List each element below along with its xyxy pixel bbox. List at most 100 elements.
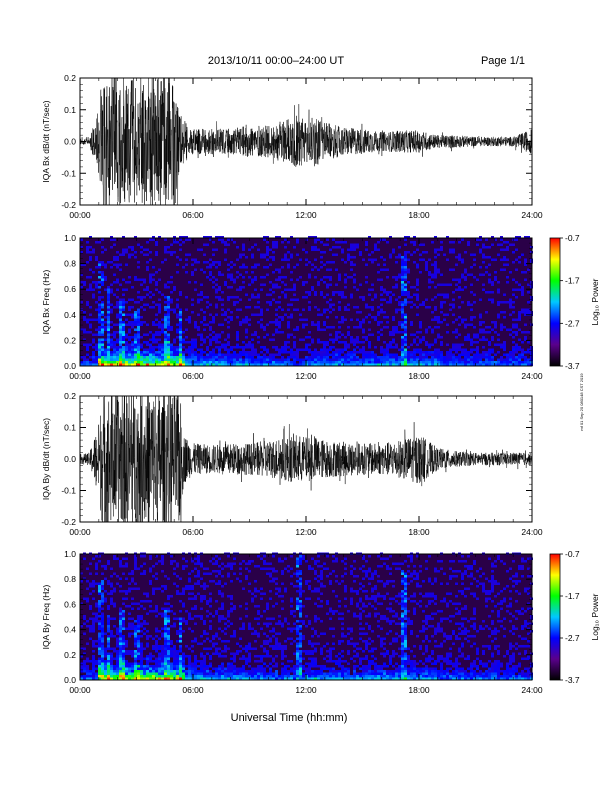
spectrogram-cell	[470, 363, 473, 366]
spectrogram-cell	[284, 590, 287, 593]
spectrogram-cell	[287, 665, 290, 668]
spectrogram-cell	[188, 585, 191, 588]
spectrogram-cell	[116, 627, 119, 630]
spectrogram-cell	[98, 296, 101, 299]
spectrogram-cell	[506, 361, 509, 364]
spectrogram-cell	[128, 298, 131, 301]
spectrogram-cell	[272, 630, 275, 633]
spectrogram-cell	[272, 660, 275, 663]
spectrogram-cell	[377, 356, 380, 359]
spectrogram-cell	[191, 587, 194, 590]
spectrogram-cell	[389, 253, 392, 256]
spectrogram-cell	[524, 236, 527, 239]
spectrogram-cell	[419, 303, 422, 306]
spectrogram-cell	[179, 617, 182, 620]
spectrogram-cell	[218, 346, 221, 349]
spectrogram-cell	[485, 363, 488, 366]
spectrogram-cell	[332, 246, 335, 249]
spectrogram-cell	[233, 665, 236, 668]
spectrogram-cell	[140, 675, 143, 678]
spectrogram-cell	[110, 351, 113, 354]
spectrogram-cell	[224, 655, 227, 658]
spectrogram-cell	[272, 251, 275, 254]
spectrogram-cell	[161, 647, 164, 650]
spectrogram-cell	[107, 261, 110, 264]
spectrogram-cell	[161, 328, 164, 331]
spectrogram-cell	[113, 356, 116, 359]
spectrogram-cell	[218, 672, 221, 675]
spectrogram-cell	[272, 256, 275, 259]
spectrogram-cell	[158, 268, 161, 271]
spectrogram-cell	[200, 577, 203, 580]
spectrogram-cell	[323, 281, 326, 284]
spectrogram-cell	[185, 296, 188, 299]
spectrogram-cell	[302, 326, 305, 329]
spectrogram-cell	[101, 306, 104, 309]
spectrogram-cell	[119, 253, 122, 256]
spectrogram-cell	[251, 246, 254, 249]
spectrogram-cell	[158, 291, 161, 294]
spectrogram-cell	[197, 677, 200, 680]
spectrogram-cell	[245, 331, 248, 334]
spectrogram-cell	[260, 323, 263, 326]
spectrogram-cell	[329, 276, 332, 279]
spectrogram-cell	[86, 343, 89, 346]
spectrogram-cell	[185, 565, 188, 568]
spectrogram-cell	[89, 617, 92, 620]
spectrogram-cell	[215, 283, 218, 286]
spectrogram-cell	[191, 338, 194, 341]
spectrogram-cell	[323, 328, 326, 331]
spectrogram-cell	[308, 565, 311, 568]
spectrogram-cell	[341, 316, 344, 319]
spectrogram-cell	[455, 346, 458, 349]
spectrogram-cell	[107, 655, 110, 658]
spectrogram-cell	[320, 348, 323, 351]
spectrogram-cell	[179, 358, 182, 361]
spectrogram-cell	[131, 617, 134, 620]
spectrogram-cell	[134, 351, 137, 354]
spectrogram-cell	[203, 585, 206, 588]
spectrogram-cell	[347, 326, 350, 329]
spectrogram-cell	[512, 278, 515, 281]
spectrogram-cell	[398, 363, 401, 366]
spectrogram-cell	[164, 348, 167, 351]
spectrogram-cell	[254, 296, 257, 299]
spectrogram-cell	[260, 667, 263, 670]
spectrogram-cell	[287, 570, 290, 573]
spectrogram-cell	[308, 236, 311, 239]
spectrogram-cell	[218, 675, 221, 678]
spectrogram-cell	[227, 562, 230, 565]
spectrogram-cell	[128, 677, 131, 680]
spectrogram-cell	[524, 338, 527, 341]
spectrogram-cell	[455, 351, 458, 354]
spectrogram-cell	[83, 632, 86, 635]
spectrogram-cell	[317, 321, 320, 324]
spectrogram-cell	[92, 650, 95, 653]
spectrogram-cell	[416, 343, 419, 346]
spectrogram-cell	[140, 645, 143, 648]
spectrogram-cell	[284, 346, 287, 349]
spectrogram-cell	[119, 657, 122, 660]
spectrogram-cell	[494, 326, 497, 329]
spectrogram-cell	[98, 652, 101, 655]
spectrogram-cell	[515, 296, 518, 299]
spectrogram-cell	[470, 341, 473, 344]
spectrogram-cell	[134, 557, 137, 560]
spectrogram-cell	[503, 268, 506, 271]
spectrogram-cell	[296, 670, 299, 673]
spectrogram-cell	[332, 341, 335, 344]
spectrogram-cell	[110, 356, 113, 359]
spectrogram-cell	[149, 331, 152, 334]
spectrogram-cell	[140, 555, 143, 558]
spectrogram-cell	[179, 622, 182, 625]
spectrogram-cell	[467, 336, 470, 339]
spectrogram-cell	[263, 640, 266, 643]
spectrogram-cell	[395, 363, 398, 366]
spectrogram-cell	[182, 670, 185, 673]
spectrogram-cell	[221, 617, 224, 620]
spectrogram-cell	[248, 622, 251, 625]
spectrogram-cell	[269, 617, 272, 620]
spectrogram-cell	[107, 637, 110, 640]
spectrogram-cell	[98, 326, 101, 329]
spectrogram-cell	[215, 560, 218, 563]
